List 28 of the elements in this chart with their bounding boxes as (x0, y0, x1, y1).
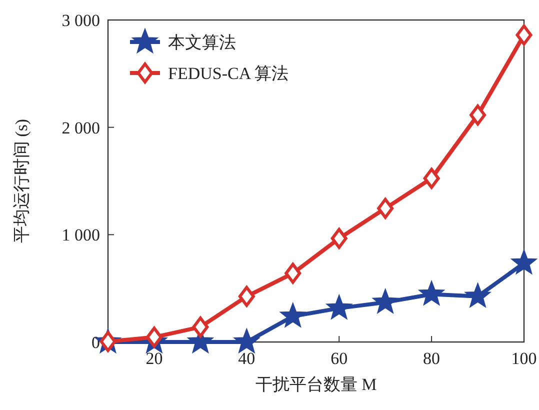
x-tick-label: 20 (146, 349, 163, 368)
point (516, 24, 532, 46)
point (511, 250, 537, 274)
legend-label: 本文算法 (168, 33, 236, 52)
point (192, 316, 209, 338)
y-tick-label: 3 000 (62, 11, 100, 30)
point (470, 104, 486, 126)
point (238, 286, 255, 307)
point (423, 168, 440, 189)
point (146, 326, 162, 348)
point (234, 328, 260, 354)
x-tick-label: 60 (330, 349, 348, 368)
point (377, 198, 394, 219)
point (418, 280, 444, 306)
point (280, 302, 306, 328)
point (330, 228, 348, 249)
y-tick-label: 2 000 (62, 118, 100, 138)
x-tick-label: 100 (511, 349, 537, 368)
point (372, 288, 398, 314)
x-axis-title: 干扰平台数量 M (255, 375, 377, 394)
legend-label: FEDUS-CA 算法 (168, 64, 288, 83)
x-tick-label: 40 (238, 349, 256, 368)
y-axis-title: 平均运行时间 (s) (12, 118, 31, 244)
point (464, 282, 491, 308)
point (326, 294, 352, 320)
point (284, 262, 302, 284)
x-tick-label: 80 (423, 349, 440, 368)
y-tick-label: 1 000 (62, 226, 100, 245)
